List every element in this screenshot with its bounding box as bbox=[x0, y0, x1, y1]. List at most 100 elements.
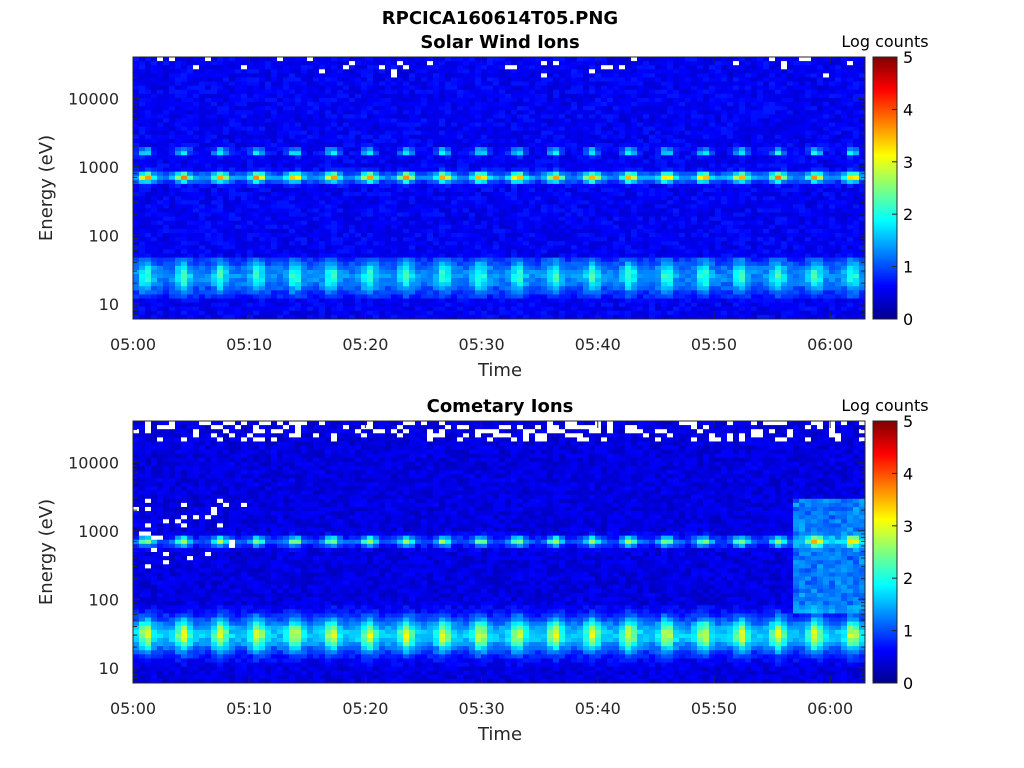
heatmap-cell bbox=[229, 278, 236, 283]
heatmap-cell bbox=[289, 233, 296, 238]
heatmap-cell bbox=[511, 85, 518, 91]
heatmap-cell bbox=[541, 171, 548, 177]
heatmap-cell bbox=[571, 253, 578, 258]
heatmap-cell bbox=[139, 142, 146, 148]
heatmap-cell bbox=[319, 249, 326, 254]
heatmap-cell bbox=[349, 102, 356, 107]
heatmap-cell bbox=[163, 294, 170, 299]
heatmap-cell bbox=[517, 298, 524, 304]
heatmap-cell bbox=[577, 171, 584, 177]
heatmap-cell bbox=[481, 159, 488, 164]
heatmap-cell bbox=[157, 228, 164, 234]
heatmap-cell bbox=[403, 69, 410, 74]
heatmap-cell bbox=[427, 261, 434, 267]
heatmap-cell bbox=[331, 110, 338, 115]
heatmap-cell bbox=[277, 224, 284, 230]
heatmap-cell bbox=[403, 77, 410, 82]
heatmap-cell bbox=[517, 306, 524, 312]
heatmap-cell bbox=[541, 188, 548, 193]
heatmap-cell bbox=[319, 65, 326, 70]
heatmap-cell bbox=[463, 294, 470, 299]
heatmap-cell bbox=[403, 212, 410, 218]
heatmap-cell bbox=[361, 183, 368, 189]
heatmap-cell bbox=[145, 212, 152, 218]
heatmap-cell bbox=[547, 257, 554, 263]
heatmap-cell bbox=[583, 306, 590, 312]
heatmap-cell bbox=[205, 282, 212, 287]
heatmap-cell bbox=[361, 61, 368, 66]
heatmap-cell bbox=[301, 200, 308, 205]
heatmap-cell bbox=[313, 286, 320, 291]
heatmap-cell bbox=[499, 130, 506, 136]
heatmap-cell bbox=[511, 61, 518, 66]
heatmap-cell bbox=[157, 134, 164, 140]
heatmap-cell bbox=[139, 253, 146, 258]
heatmap-cell bbox=[589, 302, 596, 308]
heatmap-cell bbox=[505, 61, 512, 66]
heatmap-cell bbox=[235, 118, 242, 123]
heatmap-cell bbox=[391, 192, 398, 197]
heatmap-cell bbox=[217, 114, 224, 119]
heatmap-cell bbox=[325, 138, 332, 144]
heatmap-cell bbox=[427, 89, 434, 95]
heatmap-cell bbox=[259, 89, 266, 95]
heatmap-cell bbox=[241, 130, 248, 136]
heatmap-cell bbox=[547, 102, 554, 107]
heatmap-cell bbox=[367, 196, 374, 201]
heatmap-cell bbox=[451, 85, 458, 91]
heatmap-cell bbox=[385, 228, 392, 234]
heatmap-cell bbox=[379, 151, 386, 156]
heatmap-cell bbox=[565, 142, 572, 148]
heatmap-cell bbox=[529, 200, 536, 205]
heatmap-cell bbox=[217, 126, 224, 132]
heatmap-cell bbox=[235, 159, 242, 164]
heatmap-cell bbox=[589, 102, 596, 107]
heatmap-cell bbox=[151, 114, 158, 119]
heatmap-cell bbox=[367, 179, 374, 185]
heatmap-cell bbox=[223, 265, 230, 271]
heatmap-cell bbox=[301, 261, 308, 267]
heatmap-cell bbox=[433, 204, 440, 209]
heatmap-cell bbox=[271, 81, 278, 87]
heatmap-cell bbox=[541, 257, 548, 263]
heatmap-cell bbox=[427, 188, 434, 193]
heatmap-cell bbox=[433, 147, 440, 152]
heatmap-cell bbox=[139, 220, 146, 226]
heatmap-cell bbox=[481, 167, 488, 173]
heatmap-cell bbox=[211, 237, 218, 242]
heatmap-cell bbox=[397, 147, 404, 152]
heatmap-cell bbox=[205, 265, 212, 271]
heatmap-cell bbox=[517, 122, 524, 127]
heatmap-cell bbox=[217, 253, 224, 258]
heatmap-cell bbox=[319, 77, 326, 82]
heatmap-cell bbox=[229, 237, 236, 242]
heatmap-cell bbox=[391, 61, 398, 66]
heatmap-cell bbox=[571, 245, 578, 250]
heatmap-cell bbox=[277, 212, 284, 218]
heatmap-cell bbox=[451, 245, 458, 250]
heatmap-cell bbox=[391, 110, 398, 115]
heatmap-cell bbox=[193, 261, 200, 267]
heatmap-cell bbox=[355, 147, 362, 152]
heatmap-cell bbox=[175, 290, 182, 295]
spectrogram bbox=[133, 57, 866, 320]
heatmap-cell bbox=[517, 171, 524, 177]
heatmap-cell bbox=[205, 192, 212, 197]
heatmap-cell bbox=[169, 200, 176, 205]
heatmap-cell bbox=[385, 188, 392, 193]
heatmap-cell bbox=[427, 114, 434, 119]
heatmap-cell bbox=[229, 151, 236, 156]
heatmap-cell bbox=[541, 183, 548, 189]
heatmap-cell bbox=[427, 147, 434, 152]
heatmap-cell bbox=[259, 302, 266, 308]
heatmap-cell bbox=[277, 286, 284, 291]
heatmap-cell bbox=[493, 167, 500, 173]
heatmap-cell bbox=[295, 85, 302, 91]
heatmap-cell bbox=[433, 134, 440, 140]
heatmap-cell bbox=[529, 85, 536, 91]
heatmap-cell bbox=[571, 126, 578, 132]
heatmap-cell bbox=[595, 183, 602, 189]
heatmap-cell bbox=[289, 97, 296, 103]
heatmap-cell bbox=[523, 81, 530, 87]
heatmap-cell bbox=[139, 73, 146, 78]
